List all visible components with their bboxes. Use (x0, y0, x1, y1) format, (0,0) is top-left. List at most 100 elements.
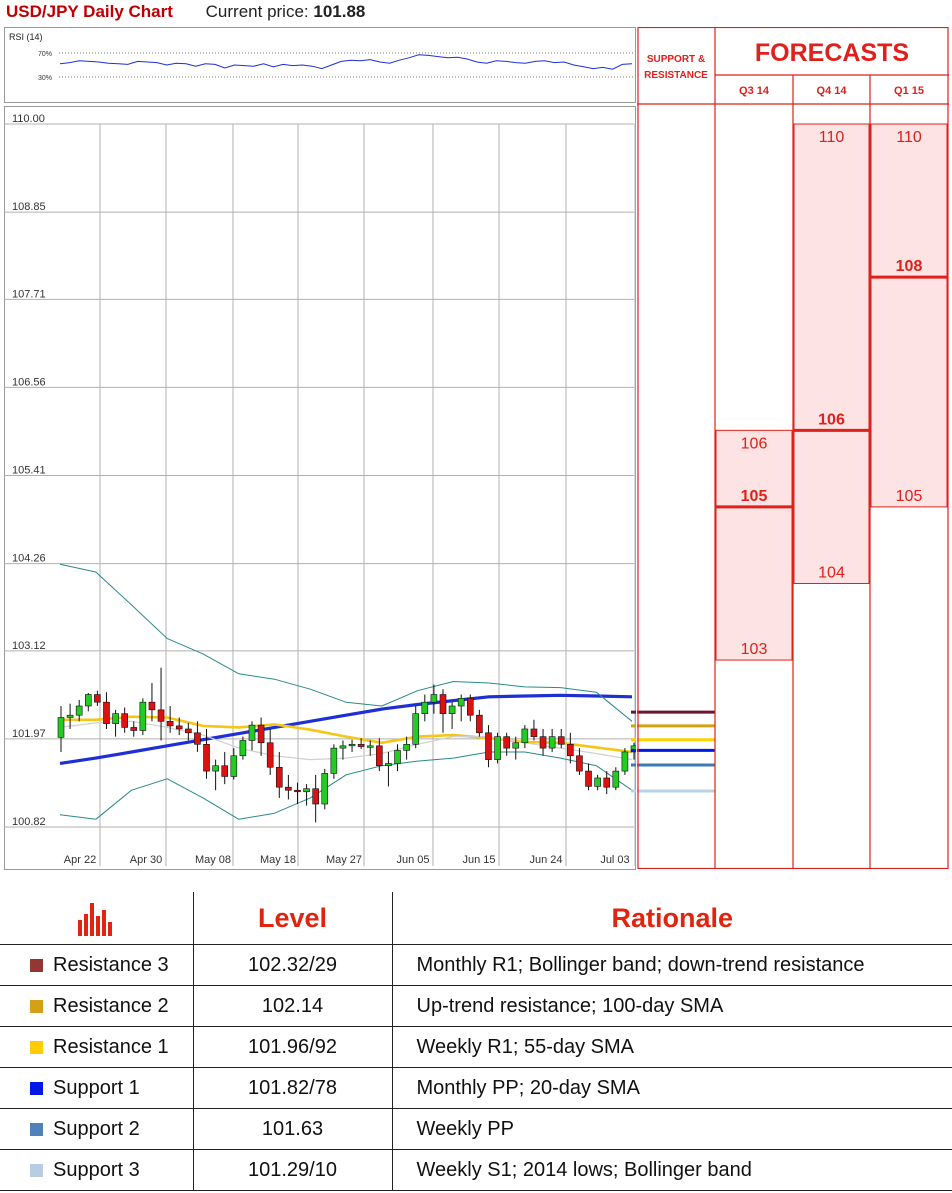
forecast-range (715, 429, 793, 661)
candle-body (594, 777, 601, 787)
row-rationale: Weekly S1; 2014 lows; Bollinger band (392, 1149, 952, 1191)
table-row: Resistance 3 102.32/29 Monthly R1; Bolli… (0, 944, 952, 986)
candle-body (394, 750, 401, 764)
y-tick-label: 101.97 (12, 728, 46, 740)
forecast-high-label: 110 (896, 129, 922, 146)
candle-body (512, 742, 520, 749)
y-tick-label: 106.56 (12, 376, 46, 388)
forecasts-title: FORECASTS (755, 39, 909, 67)
quarter-label: Q4 14 (817, 85, 848, 97)
candle-body (221, 765, 229, 777)
forecast-high-label: 106 (741, 435, 768, 452)
forecast-main-label: 105 (741, 488, 768, 505)
forecast-main-label: 106 (818, 411, 845, 428)
rsi-level-label: 30% (38, 75, 52, 82)
candle-body (275, 766, 283, 788)
candle-body (248, 724, 256, 741)
candle-body (430, 694, 438, 703)
row-rationale: Weekly PP (392, 1108, 952, 1150)
row-name: Resistance 2 (53, 994, 169, 1017)
color-swatch (30, 1122, 43, 1136)
candle-body (312, 788, 319, 805)
x-tick-label: Apr 22 (64, 854, 96, 866)
candle-body (539, 736, 547, 749)
color-swatch (30, 1081, 43, 1095)
bar-chart-icon (78, 903, 113, 936)
candle-body (530, 728, 538, 737)
row-rationale: Monthly PP; 20-day SMA (392, 1067, 952, 1109)
candle-body (339, 745, 347, 749)
table-row: Support 2 101.63 Weekly PP (0, 1108, 952, 1150)
candle-body (421, 701, 429, 714)
candle-body (194, 732, 201, 745)
candle-body (357, 743, 365, 747)
current-price-value: 101.88 (313, 2, 366, 21)
candle-body (66, 714, 74, 718)
forecast-low-label: 103 (741, 641, 768, 658)
candle-body (412, 713, 420, 745)
candle-body (94, 694, 101, 703)
y-tick-label: 108.85 (12, 201, 46, 213)
candle-body (348, 743, 356, 747)
price-chart: 110.00 108.85 107.71 106.56 105.41 104.26 103.… (4, 106, 636, 870)
rsi-panel: RSI (14) 70% 30% (4, 27, 636, 103)
candle-body (548, 736, 556, 749)
candle-body (303, 788, 310, 793)
candle-body (130, 727, 138, 731)
candle-body (321, 773, 329, 805)
x-tick-label: Jun 15 (462, 854, 495, 866)
rsi-label: RSI (14) (9, 32, 43, 42)
y-tick-label: 107.71 (12, 288, 46, 300)
rsi-line (59, 54, 633, 70)
quarter-label: Q1 15 (894, 85, 924, 97)
x-tick-label: May 27 (326, 854, 362, 866)
table-header-rationale: Rationale (392, 892, 952, 945)
chart-title: USD/JPY Daily Chart (6, 2, 173, 21)
row-level: 102.32/29 (193, 944, 393, 986)
candle-body (266, 742, 274, 768)
y-tick-label: 104.26 (12, 553, 46, 565)
candle-body (157, 709, 165, 722)
table-header: Level Rationale (0, 892, 952, 945)
candle-body (121, 713, 128, 728)
candle-body (567, 743, 574, 757)
candle-body (476, 714, 483, 734)
candle-body (75, 705, 83, 716)
support-resistance-label: RESISTANCE (644, 70, 708, 81)
forecast-low-label: 104 (818, 564, 845, 581)
candle-body (139, 701, 147, 731)
candle-body (203, 743, 210, 772)
x-tick-label: Jun 24 (529, 854, 562, 866)
color-swatch (30, 1040, 43, 1054)
chart-header: USD/JPY Daily Chart Current price: 101.8… (6, 2, 365, 22)
row-level: 101.29/10 (193, 1149, 393, 1191)
forecast-range (870, 123, 948, 508)
y-tick-label: 103.12 (12, 640, 46, 652)
x-tick-label: Jun 05 (396, 854, 429, 866)
forecast-range (793, 123, 870, 584)
table-header-icon-cell (0, 892, 194, 945)
x-tick-label: Apr 30 (130, 854, 162, 866)
y-tick-label: 110.00 (12, 113, 45, 125)
table-row: Support 3 101.29/10 Weekly S1; 2014 lows… (0, 1149, 952, 1191)
y-tick-label: 100.82 (12, 816, 46, 828)
row-name: Support 2 (53, 1117, 140, 1140)
support-resistance-label: SUPPORT & (647, 54, 705, 65)
table-row: Resistance 1 101.96/92 Weekly R1; 55-day… (0, 1026, 952, 1068)
candle-body (612, 770, 620, 788)
y-tick-label: 105.41 (12, 465, 46, 477)
candle-body (294, 789, 301, 793)
row-level: 101.63 (193, 1108, 393, 1150)
candle-body (403, 743, 410, 751)
candle-body (466, 698, 474, 716)
x-tick-label: May 18 (260, 854, 296, 866)
candle-body (457, 698, 465, 707)
candle-body (557, 736, 565, 745)
candle-body (285, 786, 292, 791)
row-rationale: Up-trend resistance; 100-day SMA (392, 985, 952, 1027)
candle-body (503, 736, 510, 749)
candle-body (185, 728, 192, 734)
bollinger-lower-line (59, 751, 633, 820)
row-name: Resistance 3 (53, 953, 169, 976)
candle-body (521, 728, 529, 744)
